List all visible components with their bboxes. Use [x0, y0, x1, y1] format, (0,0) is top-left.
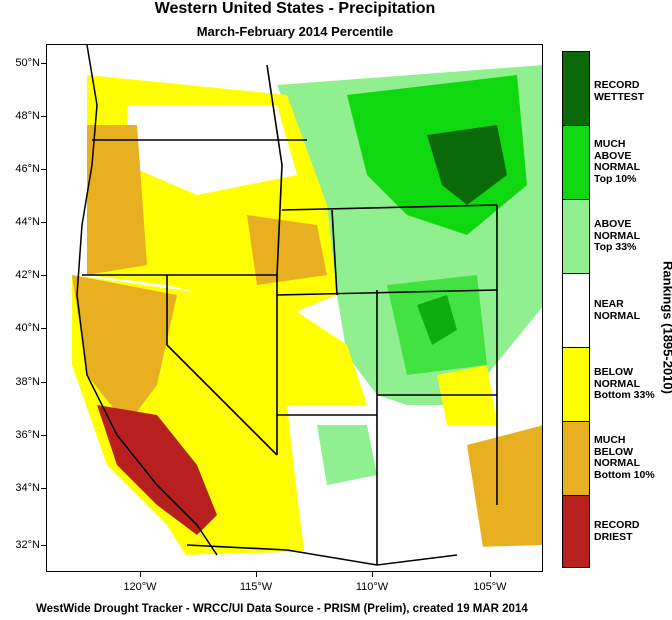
legend-swatch-much-above [562, 125, 590, 200]
much-below-region-oregon [87, 125, 147, 275]
y-tick-mark [41, 488, 46, 489]
y-tick-label: 32°N [15, 539, 40, 551]
y-tick-mark [41, 116, 46, 117]
y-tick-label: 34°N [15, 482, 40, 494]
state-boundaries [82, 64, 498, 566]
x-tick-mark [372, 572, 373, 577]
y-tick-mark [41, 382, 46, 383]
legend-label-below: BELOW NORMAL Bottom 33% [594, 366, 655, 401]
much-below-region-texas [467, 425, 542, 571]
x-tick-mark [256, 572, 257, 577]
map-title: Western United States - Precipitation [154, 0, 436, 17]
y-tick-mark [41, 275, 46, 276]
y-tick-label: 36°N [15, 429, 40, 441]
record-wettest-region [427, 125, 507, 205]
y-tick-mark [41, 222, 46, 223]
y-tick-label: 44°N [15, 216, 40, 228]
legend-label-near: NEAR NORMAL [594, 298, 641, 322]
legend-swatch-record-driest [562, 495, 590, 568]
record-driest-region [97, 405, 217, 535]
x-tick-mark [490, 572, 491, 577]
legend-swatch-below [562, 347, 590, 422]
y-tick-label: 42°N [15, 269, 40, 281]
y-tick-mark [41, 169, 46, 170]
much-below-region-idaho [247, 215, 327, 285]
map-subtitle: March-February 2014 Percentile [196, 24, 394, 39]
legend-label-much-below: MUCH BELOW NORMAL Bottom 10% [594, 434, 655, 481]
y-tick-label: 40°N [15, 322, 40, 334]
footer-credit: WestWide Drought Tracker - WRCC/UI Data … [36, 603, 528, 615]
y-tick-mark [41, 545, 46, 546]
y-tick-label: 46°N [15, 163, 40, 175]
y-tick-label: 50°N [15, 57, 40, 69]
much-above-region-colorado [387, 275, 487, 375]
much-below-region-california [72, 275, 177, 425]
mexico-area [177, 545, 542, 571]
legend-label-record-wettest: RECORD WETTEST [594, 79, 645, 103]
y-tick-label: 38°N [15, 376, 40, 388]
near-normal-region-washington [127, 105, 297, 195]
legend-swatch-much-below [562, 421, 590, 496]
legend-label-record-driest: RECORD DRIEST [594, 519, 640, 543]
map-svg [47, 45, 542, 571]
y-tick-mark [41, 435, 46, 436]
x-tick-label: 110°W [355, 581, 389, 593]
legend-swatch-record-wettest [562, 51, 590, 126]
y-tick-mark [41, 63, 46, 64]
precipitation-map [46, 44, 543, 572]
legend-swatch-near [562, 273, 590, 348]
above-normal-region-arizona [317, 425, 377, 485]
legend-label-much-above: MUCH ABOVE NORMAL Top 10% [594, 138, 641, 185]
y-tick-mark [41, 328, 46, 329]
legend-title: Rankings (1895-2010) [660, 261, 672, 394]
pacific-coastline [76, 45, 218, 556]
x-tick-label: 120°W [123, 581, 157, 593]
legend-swatch-above [562, 199, 590, 274]
legend-label-above: ABOVE NORMAL Top 33% [594, 218, 641, 253]
y-tick-label: 48°N [15, 110, 40, 122]
x-tick-mark [140, 572, 141, 577]
x-tick-label: 115°W [239, 581, 273, 593]
x-tick-label: 105°W [473, 581, 507, 593]
